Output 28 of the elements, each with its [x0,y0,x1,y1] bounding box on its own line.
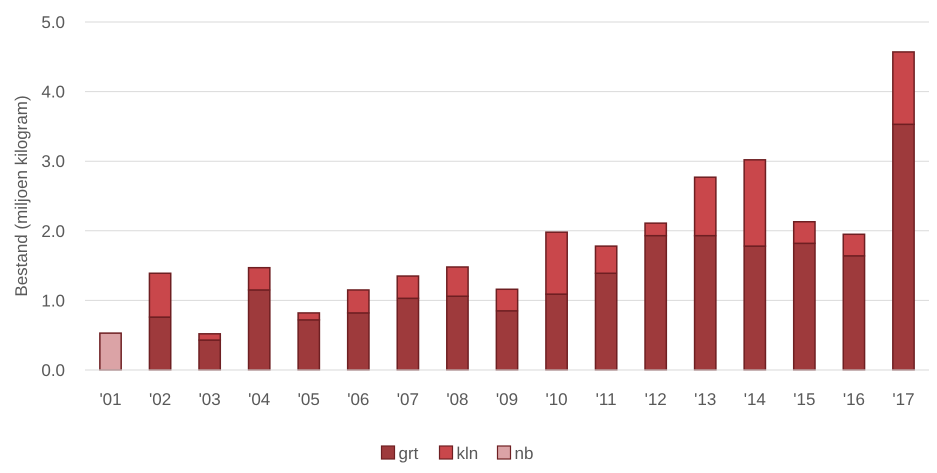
y-tick-label: 3.0 [41,152,65,172]
x-tick-label: '08 [446,390,469,409]
x-tick-label: '17 [892,390,915,409]
x-tick-label: '01 [99,390,122,409]
x-tick-label: '05 [298,390,320,409]
legend-label: grt [398,444,419,463]
x-tick-label: '11 [596,390,617,409]
y-tick-label: 5.0 [41,12,65,32]
x-tick-label: '16 [842,390,865,409]
y-tick-label: 1.0 [41,291,65,310]
x-tick-label: '07 [396,390,419,409]
x-tick-label: '03 [198,390,221,409]
x-tick-label: '02 [149,390,172,409]
x-tick-label: '09 [496,390,518,409]
x-tick-label: '15 [793,390,816,409]
x-tick-label: '13 [694,390,716,409]
x-tick-label: '12 [644,390,667,409]
legend-label: nb [514,444,534,463]
bar [99,332,122,371]
x-tick-label: '14 [744,390,766,409]
x-tick-label: '10 [545,390,568,409]
y-tick-label: 0.0 [41,360,65,380]
legend-label: kln [456,444,478,463]
x-tick-label: '06 [347,390,370,409]
y-tick-label: 4.0 [41,82,65,102]
y-axis-title: Bestand (miljoen kilogram) [12,95,31,297]
x-tick-label: '04 [248,390,270,409]
y-tick-label: 2.0 [41,222,65,241]
